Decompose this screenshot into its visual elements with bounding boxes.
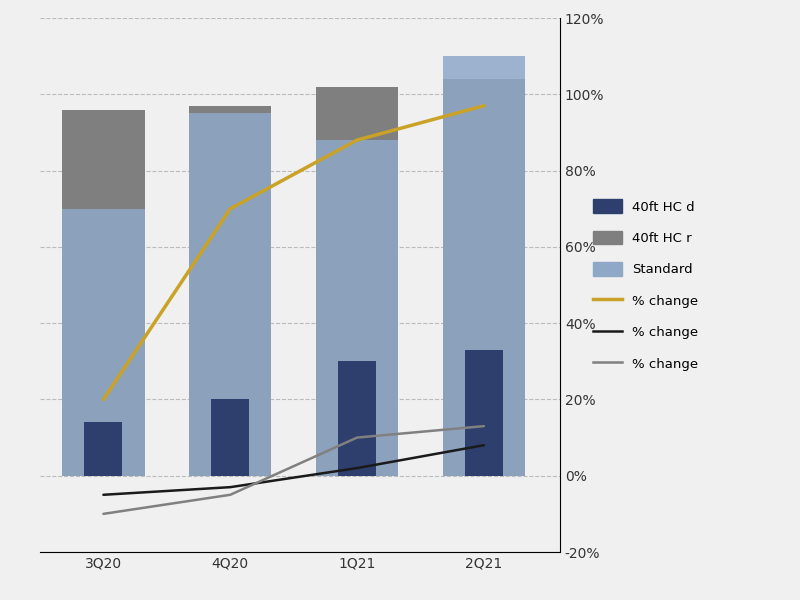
Bar: [62, 110, 145, 476]
Bar: [338, 361, 376, 476]
Legend: 40ft HC d, 40ft HC r, Standard, % change, % change, % change: 40ft HC d, 40ft HC r, Standard, % change…: [593, 199, 698, 371]
Bar: [189, 106, 271, 476]
Bar: [189, 113, 271, 476]
Bar: [211, 400, 250, 476]
Bar: [442, 79, 525, 476]
Bar: [442, 56, 525, 476]
Bar: [316, 140, 398, 476]
Bar: [465, 350, 503, 476]
Bar: [62, 209, 145, 476]
Bar: [316, 86, 398, 476]
Bar: [84, 422, 122, 476]
